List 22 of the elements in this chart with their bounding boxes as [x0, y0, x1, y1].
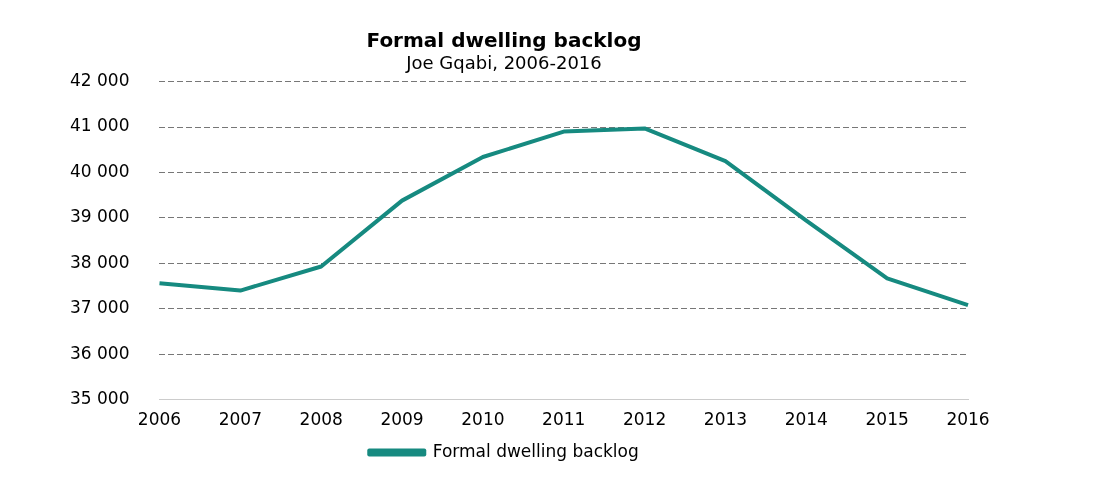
- x-tick-label: 2016: [946, 409, 990, 430]
- y-tick-label: 39 000: [70, 206, 130, 227]
- x-tick-label: 2012: [622, 409, 667, 430]
- x-tick-label: 2015: [865, 409, 909, 430]
- y-tick-label: 42 000: [70, 70, 130, 91]
- x-tick-label: 2006: [137, 409, 182, 430]
- x-tick-label: 2007: [218, 409, 262, 430]
- y-tick-label: 41 000: [70, 115, 130, 136]
- x-tick-label: 2009: [380, 409, 424, 430]
- chart-title: Formal dwelling backlog: [366, 28, 642, 53]
- x-tick-label: 2013: [703, 409, 748, 430]
- chart-subtitle: Joe Gqabi, 2006-2016: [405, 52, 602, 74]
- y-tick-label: 37 000: [70, 297, 130, 318]
- y-tick-label: 35 000: [70, 388, 130, 409]
- y-tick-label: 36 000: [70, 342, 130, 363]
- y-tick-label: 38 000: [70, 251, 130, 272]
- x-tick-label: 2014: [784, 409, 828, 430]
- x-tick-label: 2010: [461, 409, 505, 430]
- x-tick-label: 2008: [299, 409, 343, 430]
- y-tick-label: 40 000: [70, 160, 130, 181]
- legend-label: Formal dwelling backlog: [432, 440, 639, 461]
- x-tick-label: 2011: [542, 409, 586, 430]
